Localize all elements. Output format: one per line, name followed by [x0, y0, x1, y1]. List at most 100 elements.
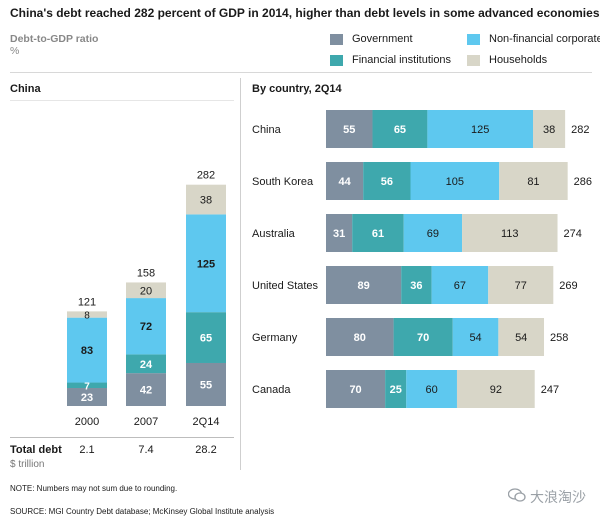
bar-segment-south-korea-nonfinancial [410, 162, 500, 200]
ratio-unit: % [10, 45, 20, 57]
country-label-australia: Australia [252, 228, 296, 240]
bar-segment-2q14-government [186, 362, 226, 406]
watermark-text: 大浪淘沙 [530, 489, 586, 505]
bar-value-germany-nonfinancial: 54 [469, 332, 481, 344]
bar-value-2000-government: 23 [81, 392, 93, 404]
bar-value-2000-nonfinancial: 83 [81, 345, 93, 357]
legend-swatch-financial [330, 55, 343, 66]
bar-segment-australia-government [326, 214, 353, 252]
bar-segment-2000-nonfinancial [67, 317, 107, 383]
bar-segment-2007-financial [126, 354, 166, 374]
bar-segment-2q14-nonfinancial [186, 214, 226, 313]
total-debt-2q14: 28.2 [195, 444, 217, 456]
bar-value-china-households: 38 [543, 124, 555, 136]
bar-value-australia-financial: 61 [372, 228, 384, 240]
bar-segment-germany-government [326, 318, 394, 356]
bar-value-2q14-households: 38 [200, 195, 212, 207]
bar-segment-canada-nonfinancial [406, 370, 457, 408]
bar-value-2q14-financial: 65 [200, 333, 212, 345]
total-debt-label: Total debt [10, 444, 62, 456]
bar-value-south-korea-households: 81 [527, 176, 539, 188]
bar-value-south-korea-government: 44 [338, 176, 351, 188]
bar-value-2007-households: 20 [140, 285, 152, 297]
bar-segment-australia-financial [352, 214, 404, 252]
bar-value-canada-government: 70 [349, 384, 361, 396]
bar-segment-united-states-financial [401, 266, 432, 304]
bar-value-2000-financial: 7 [84, 381, 90, 392]
bar-value-china-government: 55 [343, 124, 355, 136]
bar-value-china-nonfinancial: 125 [471, 124, 489, 136]
bar-value-germany-households: 54 [515, 332, 527, 344]
country-label-canada: Canada [252, 384, 291, 396]
bar-value-2q14-government: 55 [200, 379, 212, 391]
bar-value-united-states-households: 77 [515, 280, 527, 292]
bar-segment-china-nonfinancial [427, 110, 534, 148]
bar-segment-canada-financial [385, 370, 407, 408]
bar-segment-united-states-nonfinancial [431, 266, 489, 304]
legend-swatch-government [330, 34, 343, 45]
source-note: SOURCE: MGI Country Debt database; McKin… [10, 507, 275, 516]
bar-total-australia: 274 [564, 228, 582, 240]
bar-value-china-financial: 65 [394, 124, 406, 136]
country-panel-heading: By country, 2Q14 [252, 83, 342, 95]
bar-segment-germany-nonfinancial [452, 318, 499, 356]
bar-total-canada: 247 [541, 384, 559, 396]
legend-swatch-nonfinancial [467, 34, 480, 45]
country-label-united-states: United States [252, 280, 319, 292]
bar-value-2007-financial: 24 [140, 359, 153, 371]
bar-segment-2q14-financial [186, 312, 226, 363]
bar-segment-2000-households [67, 311, 107, 318]
china-panel-rule [10, 100, 234, 101]
watermark: 大浪淘沙 [507, 487, 586, 507]
bar-value-canada-households: 92 [490, 384, 502, 396]
bar-total-china: 282 [571, 124, 589, 136]
bar-total-united-states: 269 [559, 280, 577, 292]
bar-value-germany-financial: 70 [417, 332, 429, 344]
bar-segment-south-korea-government [326, 162, 364, 200]
x-tick-label-2000: 2000 [75, 416, 99, 428]
bar-value-2q14-nonfinancial: 125 [197, 258, 215, 270]
bar-value-united-states-government: 89 [357, 280, 369, 292]
bar-segment-2000-financial [67, 382, 107, 389]
top-rule [10, 72, 592, 73]
bar-value-2007-government: 42 [140, 385, 152, 397]
bar-value-germany-government: 80 [354, 332, 366, 344]
ratio-label: Debt-to-GDP ratio [10, 33, 99, 45]
totals-rule [10, 437, 234, 438]
bar-segment-south-korea-households [499, 162, 568, 200]
panel-divider [240, 78, 241, 470]
bar-segment-china-financial [372, 110, 428, 148]
bar-total-germany: 258 [550, 332, 568, 344]
bar-value-2007-nonfinancial: 72 [140, 321, 152, 333]
bar-value-united-states-nonfinancial: 67 [454, 280, 466, 292]
bar-segment-2007-households [126, 282, 166, 299]
legend-label-government: Government [352, 33, 413, 45]
bar-value-canada-financial: 25 [390, 384, 402, 396]
bar-value-australia-households: 113 [501, 228, 519, 240]
bar-value-australia-government: 31 [333, 228, 345, 240]
legend-label-financial: Financial institutions [352, 54, 452, 66]
bar-segment-australia-nonfinancial [403, 214, 463, 252]
legend-swatch-households [467, 55, 480, 66]
country-label-germany: Germany [252, 332, 298, 344]
bar-value-australia-nonfinancial: 69 [427, 228, 439, 240]
total-debt-2007: 7.4 [138, 444, 154, 456]
china-panel-heading: China [10, 83, 41, 95]
china-stacked-bar-chart: 237 83 8 121 2000 42 24 72 20 158 2007 55 65 125 38 282… [67, 170, 226, 428]
country-stacked-bar-chart: China 55 65 125 38 282 South Korea 44 56 105 81 286… [252, 110, 592, 408]
bar-segment-2000-government [67, 388, 107, 406]
x-tick-label-2007: 2007 [134, 416, 158, 428]
bar-total-2000: 121 [78, 296, 96, 308]
total-debt-unit: $ trillion [10, 459, 45, 470]
country-label-south-korea: South Korea [252, 176, 314, 188]
bar-segment-china-households [533, 110, 566, 148]
legend-label-nonfinancial: Non-financial corporate [489, 33, 600, 45]
bar-segment-germany-financial [393, 318, 453, 356]
bar-total-2007: 158 [137, 267, 155, 279]
bar-value-2000-households: 8 [84, 311, 90, 322]
bar-segment-canada-government [326, 370, 386, 408]
bar-value-south-korea-financial: 56 [381, 176, 393, 188]
bar-segment-germany-households [498, 318, 545, 356]
bar-segment-united-states-government [326, 266, 402, 304]
bar-segment-canada-households [456, 370, 535, 408]
